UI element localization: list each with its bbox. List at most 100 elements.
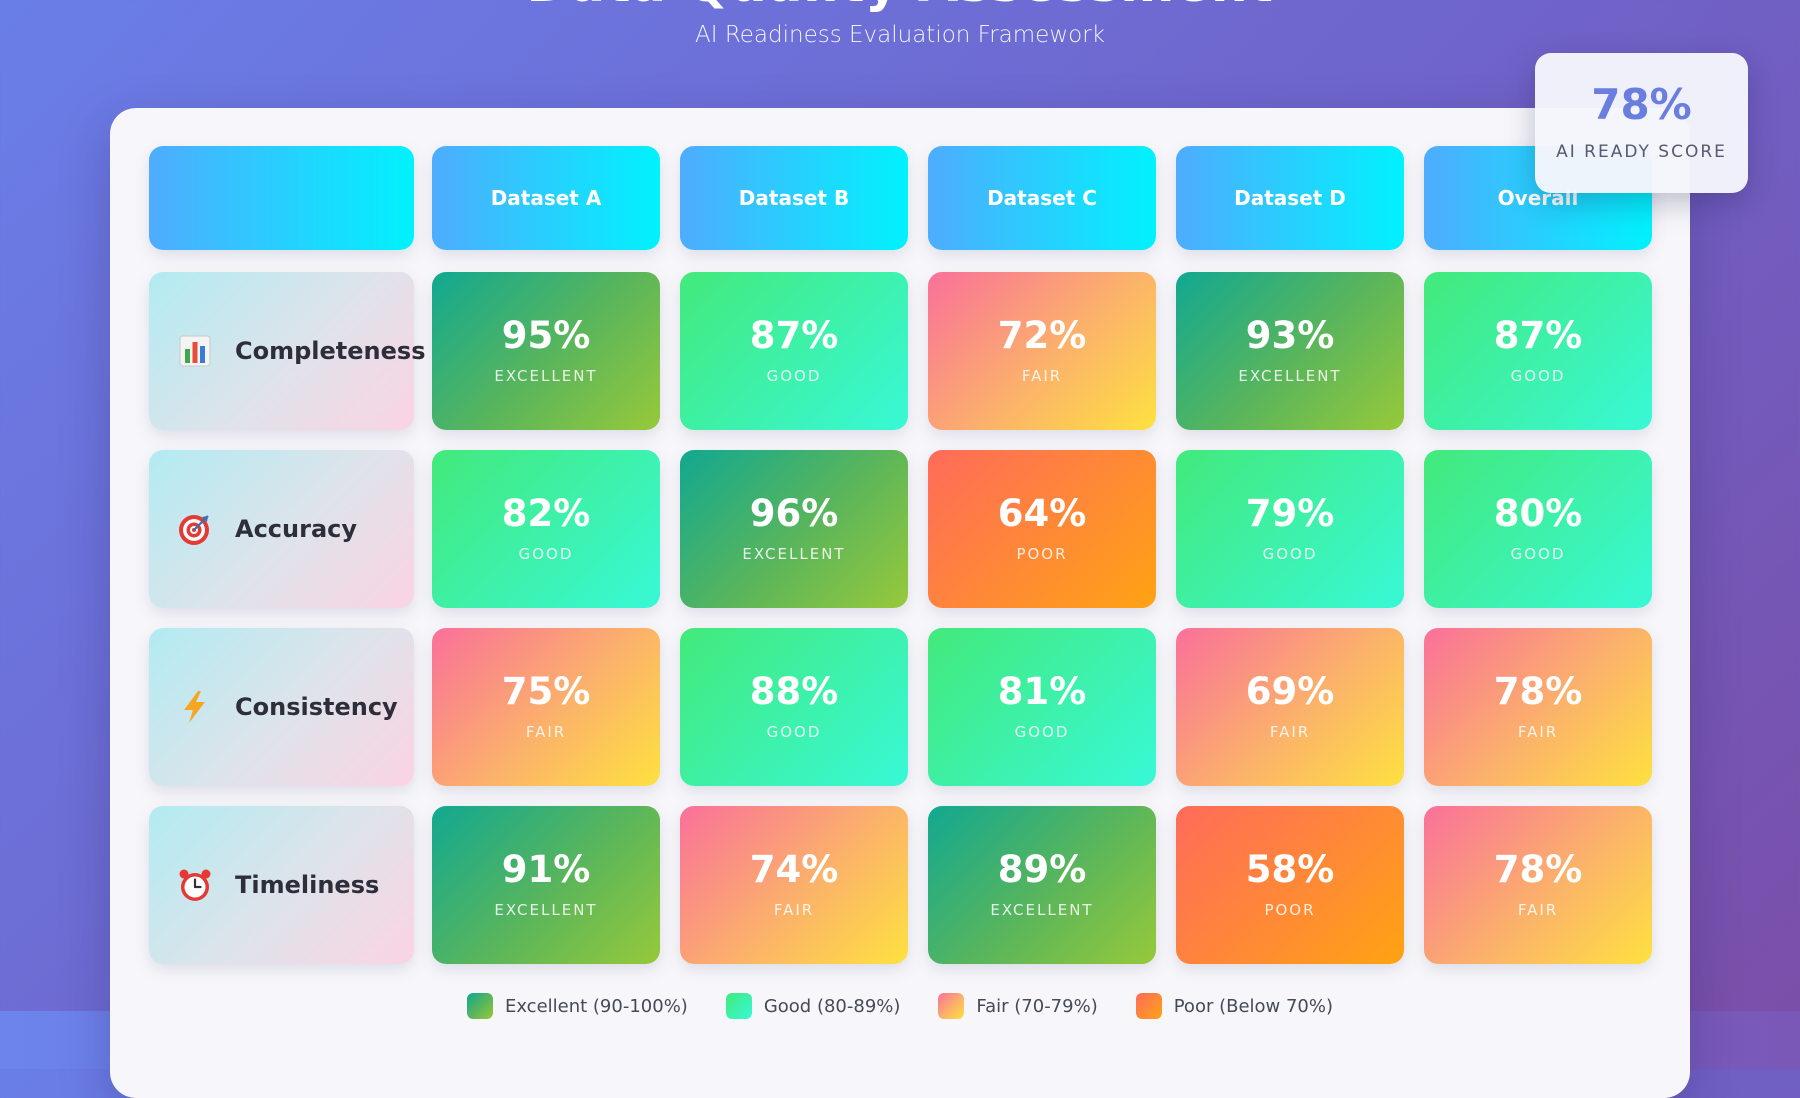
lightning-icon bbox=[177, 689, 213, 725]
score-value: 78% bbox=[1493, 670, 1583, 713]
metric-label: Consistency bbox=[235, 693, 398, 721]
score-cell: 88% GOOD bbox=[680, 628, 908, 786]
score-grade: GOOD bbox=[766, 723, 822, 741]
column-header-label: Dataset A bbox=[490, 186, 602, 210]
score-grade: GOOD bbox=[1510, 367, 1566, 385]
score-value: 64% bbox=[997, 492, 1087, 535]
score-value: 75% bbox=[501, 670, 591, 713]
score-value: 78% bbox=[1493, 848, 1583, 891]
score-value: 93% bbox=[1245, 314, 1335, 357]
score-cell: 79% GOOD bbox=[1176, 450, 1404, 608]
column-header-dataset-b: Dataset B bbox=[680, 146, 908, 250]
legend-swatch bbox=[1135, 993, 1162, 1019]
score-grade: FAIR bbox=[1517, 901, 1559, 919]
score-cell: 95% EXCELLENT bbox=[432, 272, 660, 430]
score-grade: EXCELLENT bbox=[1238, 367, 1342, 385]
legend-label: Poor (Below 70%) bbox=[1173, 995, 1334, 1017]
row-label-accuracy: Accuracy bbox=[149, 450, 414, 608]
score-grade: GOOD bbox=[1510, 545, 1566, 563]
score-cell: 69% FAIR bbox=[1176, 628, 1404, 786]
column-header-dataset-a: Dataset A bbox=[432, 146, 660, 250]
score-cell: 96% EXCELLENT bbox=[680, 450, 908, 608]
legend-item-fair: Fair (70-79%) bbox=[938, 993, 1098, 1019]
score-cell: 80% GOOD bbox=[1424, 450, 1652, 608]
column-header-label: Dataset C bbox=[987, 186, 1097, 210]
score-value: 95% bbox=[501, 314, 591, 357]
score-value: 91% bbox=[501, 848, 591, 891]
alarm-clock-icon bbox=[177, 867, 213, 903]
row-label-consistency: Consistency bbox=[149, 628, 414, 786]
score-cell: 87% GOOD bbox=[680, 272, 908, 430]
bar-chart-icon bbox=[177, 333, 213, 369]
score-grade: POOR bbox=[1016, 545, 1068, 563]
row-label-completeness: Completeness bbox=[149, 272, 425, 430]
metric-label: Accuracy bbox=[235, 515, 358, 543]
score-value: 87% bbox=[749, 314, 839, 357]
score-cell: 58% POOR bbox=[1176, 806, 1404, 964]
score-cell: 82% GOOD bbox=[432, 450, 660, 608]
score-value: 81% bbox=[997, 670, 1087, 713]
score-value: 79% bbox=[1245, 492, 1335, 535]
legend-label: Excellent (90-100%) bbox=[504, 995, 688, 1017]
score-grade: FAIR bbox=[1269, 723, 1311, 741]
score-grade: FAIR bbox=[525, 723, 567, 741]
legend-label: Good (80-89%) bbox=[763, 995, 901, 1017]
score-cell: 72% FAIR bbox=[928, 272, 1156, 430]
score-grade: FAIR bbox=[1517, 723, 1559, 741]
legend-label: Fair (70-79%) bbox=[976, 995, 1098, 1017]
legend-item-good: Good (80-89%) bbox=[725, 993, 901, 1019]
ai-ready-score-label: AI READY SCORE bbox=[1556, 142, 1727, 162]
legend-item-poor: Poor (Below 70%) bbox=[1135, 993, 1334, 1019]
row-label-timeliness: Timeliness bbox=[149, 806, 414, 964]
score-grade: GOOD bbox=[1014, 723, 1070, 741]
score-value: 58% bbox=[1245, 848, 1335, 891]
legend-swatch bbox=[938, 993, 965, 1019]
score-cell: 93% EXCELLENT bbox=[1176, 272, 1404, 430]
score-grade: FAIR bbox=[1021, 367, 1063, 385]
assessment-card: Dataset A Dataset B Dataset C Dataset D … bbox=[110, 108, 1690, 1098]
ai-ready-score-value: 78% bbox=[1591, 80, 1692, 129]
score-grade: EXCELLENT bbox=[494, 367, 598, 385]
column-header-dataset-c: Dataset C bbox=[928, 146, 1156, 250]
column-header-dataset-d: Dataset D bbox=[1176, 146, 1404, 250]
score-value: 72% bbox=[997, 314, 1087, 357]
score-grade: FAIR bbox=[773, 901, 815, 919]
score-cell: 78% FAIR bbox=[1424, 806, 1652, 964]
ai-ready-score-badge: 78% AI READY SCORE bbox=[1535, 53, 1748, 193]
column-header-label: Dataset D bbox=[1234, 186, 1346, 210]
column-header-label: Dataset B bbox=[738, 186, 850, 210]
score-value: 96% bbox=[749, 492, 839, 535]
score-value: 69% bbox=[1245, 670, 1335, 713]
score-grade: POOR bbox=[1264, 901, 1316, 919]
score-value: 80% bbox=[1493, 492, 1583, 535]
metric-label: Completeness bbox=[235, 337, 426, 365]
metric-label: Timeliness bbox=[235, 871, 380, 899]
score-value: 82% bbox=[501, 492, 591, 535]
page-title: Data Quality Assessment bbox=[0, 0, 1800, 14]
score-cell: 89% EXCELLENT bbox=[928, 806, 1156, 964]
score-grade: EXCELLENT bbox=[990, 901, 1094, 919]
score-grade: EXCELLENT bbox=[494, 901, 598, 919]
legend-swatch bbox=[466, 993, 493, 1019]
score-value: 87% bbox=[1493, 314, 1583, 357]
page-subtitle: AI Readiness Evaluation Framework bbox=[694, 22, 1105, 48]
score-cell: 91% EXCELLENT bbox=[432, 806, 660, 964]
header-corner-cell bbox=[149, 146, 414, 250]
score-cell: 74% FAIR bbox=[680, 806, 908, 964]
legend-swatch bbox=[725, 993, 752, 1019]
score-grade: EXCELLENT bbox=[742, 545, 846, 563]
score-cell: 78% FAIR bbox=[1424, 628, 1652, 786]
score-cell: 75% FAIR bbox=[432, 628, 660, 786]
target-icon bbox=[177, 511, 213, 547]
score-value: 88% bbox=[749, 670, 839, 713]
legend: Excellent (90-100%) Good (80-89%) Fair (… bbox=[110, 993, 1690, 1019]
score-grade: GOOD bbox=[766, 367, 822, 385]
score-value: 74% bbox=[749, 848, 839, 891]
score-grade: GOOD bbox=[1262, 545, 1318, 563]
score-cell: 64% POOR bbox=[928, 450, 1156, 608]
score-value: 89% bbox=[997, 848, 1087, 891]
score-grade: GOOD bbox=[518, 545, 574, 563]
score-cell: 81% GOOD bbox=[928, 628, 1156, 786]
score-cell: 87% GOOD bbox=[1424, 272, 1652, 430]
legend-item-excellent: Excellent (90-100%) bbox=[466, 993, 688, 1019]
